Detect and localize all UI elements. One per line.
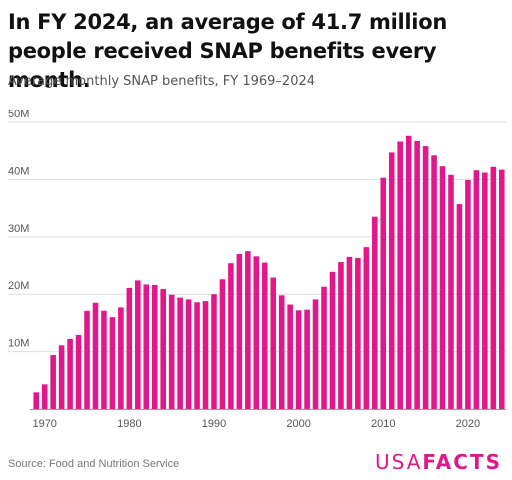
- bar-1972: [58, 345, 65, 409]
- bar-1977: [101, 310, 107, 409]
- x-tick-label: 1970: [32, 418, 56, 430]
- y-tick-label: 30M: [8, 223, 29, 235]
- bar-2021: [473, 170, 480, 409]
- bar-1976: [92, 302, 99, 409]
- x-tick-label: 2000: [286, 418, 310, 430]
- bar-2003: [321, 286, 327, 409]
- bar-1985: [168, 294, 175, 409]
- x-tick-label: 1980: [117, 418, 141, 430]
- bar-2010: [380, 177, 387, 409]
- bar-1982: [143, 284, 150, 409]
- chart-title: In FY 2024, an average of 41.7 million p…: [8, 10, 447, 92]
- usafacts-logo: USAFACTS: [375, 450, 502, 474]
- bar-1973: [67, 338, 73, 409]
- bar-2000: [295, 310, 302, 409]
- bar-2012: [397, 141, 403, 410]
- bar-2024: [498, 169, 505, 409]
- bar-2004: [329, 271, 336, 409]
- bar-1969: [33, 392, 40, 409]
- bar-1990: [211, 294, 217, 409]
- bar-1981: [135, 280, 141, 409]
- bar-2001: [304, 309, 310, 409]
- bar-1993: [236, 254, 243, 409]
- bar-2007: [355, 258, 361, 409]
- bar-1987: [185, 299, 192, 409]
- bar-2011: [388, 152, 395, 409]
- y-tick-label: 10M: [8, 338, 29, 350]
- bar-2019: [456, 204, 463, 409]
- bar-2023: [490, 166, 497, 409]
- logo-facts: FACTS: [422, 450, 502, 474]
- bar-1999: [287, 304, 293, 409]
- bar-1992: [228, 263, 234, 409]
- bar-1979: [118, 307, 124, 409]
- bar-2017: [439, 166, 446, 409]
- x-tick-label: 2020: [456, 418, 480, 430]
- bar-1980: [126, 287, 133, 409]
- bar-2015: [422, 146, 429, 409]
- x-tick-label: 2010: [371, 418, 395, 430]
- bar-1996: [261, 262, 268, 409]
- bar-1970: [41, 384, 48, 409]
- bar-2002: [312, 299, 319, 409]
- bar-2020: [465, 179, 471, 409]
- bar-1978: [109, 317, 116, 409]
- bar-1994: [245, 251, 251, 409]
- y-tick-label: 50M: [8, 110, 29, 120]
- bar-1984: [160, 289, 166, 409]
- bar-1971: [50, 355, 56, 409]
- bar-1995: [253, 256, 260, 409]
- bar-2018: [448, 174, 454, 409]
- bar-1997: [270, 277, 277, 409]
- y-tick-label: 40M: [8, 165, 29, 177]
- bar-1991: [219, 279, 226, 409]
- bar-2005: [338, 262, 344, 409]
- bar-2022: [482, 172, 488, 409]
- logo-usa: USA: [375, 450, 423, 474]
- bar-1983: [151, 285, 158, 409]
- y-tick-label: 20M: [8, 280, 29, 292]
- bar-2014: [414, 140, 420, 409]
- bar-2009: [372, 216, 378, 409]
- bar-1989: [202, 301, 209, 409]
- bar-chart: 10M 20M 30M 40M 50M 1970 1980 1990 2000 2010 2020: [8, 110, 506, 430]
- chart-subtitle: Average monthly SNAP benefits, FY 1969–2…: [8, 74, 316, 89]
- bar-2008: [363, 247, 370, 409]
- bar-2006: [346, 256, 353, 409]
- bar-2013: [405, 135, 412, 409]
- bar-1975: [84, 310, 90, 409]
- source-note: Source: Food and Nutrition Service: [8, 458, 180, 470]
- bar-1986: [177, 297, 183, 409]
- bar-2016: [431, 155, 437, 409]
- bar-1974: [75, 334, 82, 409]
- bar-1998: [278, 295, 285, 409]
- x-tick-label: 1990: [202, 418, 226, 430]
- bar-1988: [194, 302, 200, 409]
